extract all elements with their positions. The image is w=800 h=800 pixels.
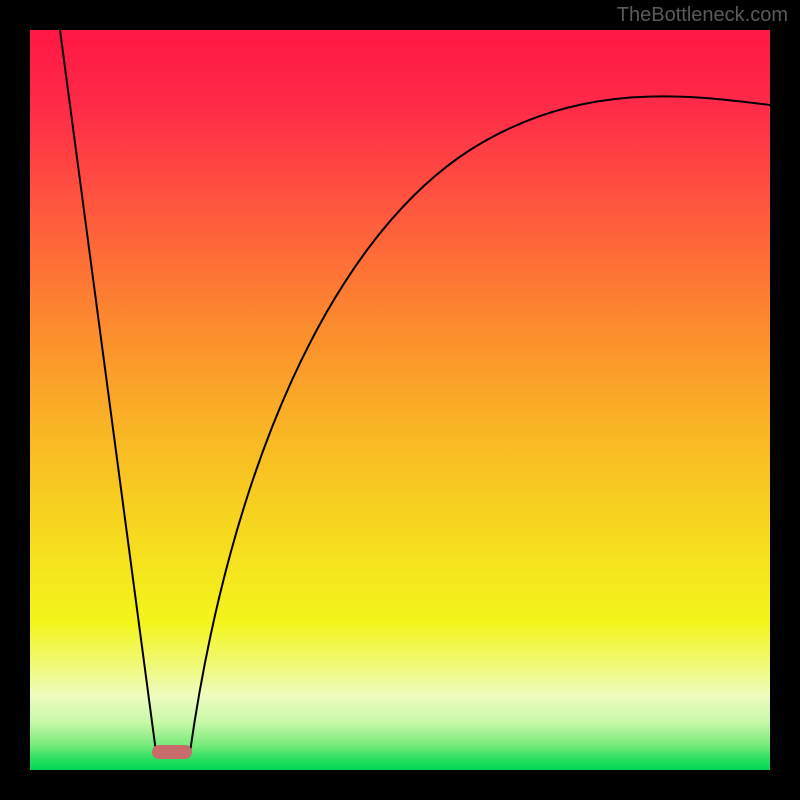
chart-plot-area [30,30,770,770]
optimum-marker [152,745,192,759]
chart-svg [0,0,800,800]
watermark-label: TheBottleneck.com [617,4,788,27]
bottleneck-chart [0,0,800,800]
